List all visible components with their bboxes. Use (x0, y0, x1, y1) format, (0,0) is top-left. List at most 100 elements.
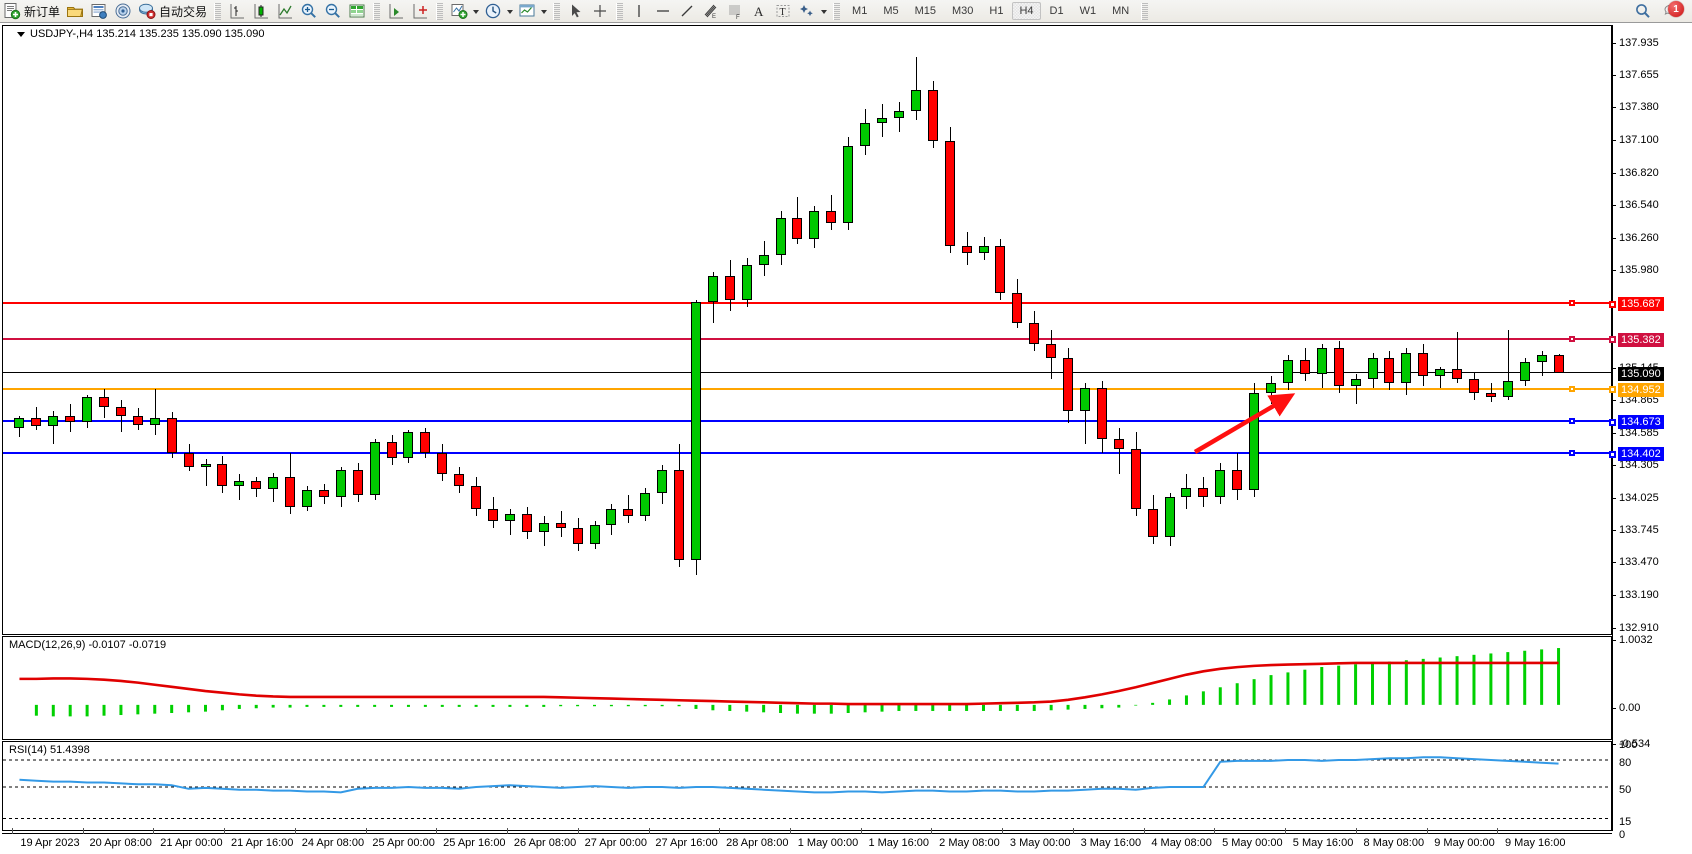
chart-area[interactable]: USDJPY-,H4 135.214 135.235 135.090 135.0… (0, 23, 1692, 853)
clock-icon (484, 2, 502, 20)
price-pane[interactable]: USDJPY-,H4 135.214 135.235 135.090 135.0… (2, 25, 1612, 635)
candle-body (674, 470, 684, 561)
level-line-resistance-1[interactable] (3, 302, 1612, 304)
price-level-handle-support-2[interactable] (1609, 451, 1616, 458)
templates-dropdown-caret[interactable] (541, 10, 547, 14)
toolbar-separator (436, 3, 443, 20)
price-tick (1612, 530, 1616, 531)
equidistant-channel-button[interactable]: E (699, 1, 723, 22)
price-level-tag-resistance-1[interactable]: 135.687 (1618, 297, 1664, 311)
indicators-button[interactable] (447, 1, 471, 22)
candle-body (370, 442, 380, 496)
arrows-dropdown-caret[interactable] (821, 10, 827, 14)
level-anchor-support-2[interactable] (1569, 450, 1575, 456)
timeframe-h4[interactable]: H4 (1012, 2, 1040, 20)
level-line-support-2[interactable] (3, 452, 1612, 454)
price-level-handle-support-1[interactable] (1609, 419, 1616, 426)
timeframe-w1[interactable]: W1 (1073, 2, 1104, 20)
text-button[interactable]: A (747, 1, 771, 22)
time-tick (649, 828, 650, 834)
bar-chart-button[interactable] (225, 1, 249, 22)
candle-body (522, 514, 532, 533)
level-anchor-support-1[interactable] (1569, 418, 1575, 424)
price-level-handle-resistance-1[interactable] (1609, 301, 1616, 308)
rsi-plot (3, 742, 1611, 830)
level-anchor-resistance-2[interactable] (1569, 336, 1575, 342)
candle-chart-button[interactable] (249, 1, 273, 22)
price-level-tag-support-2[interactable]: 134.402 (1618, 447, 1664, 461)
time-tick-label: 21 Apr 00:00 (160, 837, 222, 849)
level-line-resistance-2[interactable] (3, 338, 1612, 340)
price-axis-line (1612, 25, 1613, 831)
candle-body (725, 276, 735, 299)
new-order-button[interactable]: 新订单 (0, 1, 63, 22)
macd-pane[interactable]: MACD(12,26,9) -0.0107 -0.0719 (2, 636, 1612, 740)
price-plot[interactable] (3, 26, 1611, 634)
timeframe-d1[interactable]: D1 (1043, 2, 1071, 20)
timeframe-m30[interactable]: M30 (945, 2, 980, 20)
price-level-handle-pivot[interactable] (1609, 386, 1616, 393)
toolbar-separator (833, 3, 840, 20)
time-tick-label: 27 Apr 16:00 (655, 837, 717, 849)
time-axis[interactable]: 19 Apr 2023 20 Apr 08:00 21 Apr 00:00 21 Ap… (2, 833, 1612, 854)
timeframe-m15[interactable]: M15 (908, 2, 943, 20)
candle-body (1469, 379, 1479, 393)
shift-end-button[interactable] (384, 1, 408, 22)
crosshair-tool-button[interactable] (588, 1, 612, 22)
arrows-button[interactable] (795, 1, 819, 22)
candle-body (1334, 348, 1344, 385)
timeframe-h1[interactable]: H1 (982, 2, 1010, 20)
horizontal-line-button[interactable] (651, 1, 675, 22)
trendline-button[interactable] (675, 1, 699, 22)
indicators-dropdown-caret[interactable] (473, 10, 479, 14)
rsi-pane[interactable]: RSI(14) 51.4398 (2, 741, 1612, 831)
text-label-button[interactable]: T (771, 1, 795, 22)
price-level-tag-pivot[interactable]: 134.952 (1618, 383, 1664, 397)
candle-body (31, 418, 41, 426)
time-tick-label: 9 May 16:00 (1505, 837, 1566, 849)
price-axis[interactable]: 137.935 137.655 137.380 137.100 136.820 136.5… (1612, 25, 1692, 831)
level-anchor-resistance-1[interactable] (1569, 300, 1575, 306)
timeframe-mn[interactable]: MN (1105, 2, 1136, 20)
navigator-button[interactable] (111, 1, 135, 22)
zoom-in-button[interactable] (297, 1, 321, 22)
autotrade-button[interactable]: 自动交易 (135, 1, 210, 22)
fibonacci-icon: F (726, 2, 744, 20)
market-watch-button[interactable] (87, 1, 111, 22)
search-icon[interactable] (1634, 2, 1652, 20)
templates-button[interactable] (515, 1, 539, 22)
price-level-tag-current-price[interactable]: 135.090 (1618, 367, 1664, 381)
price-tick (1612, 595, 1616, 596)
zoom-out-button[interactable] (321, 1, 345, 22)
price-level-handle-resistance-2[interactable] (1609, 336, 1616, 343)
time-tick-label: 4 May 08:00 (1151, 837, 1212, 849)
level-line-pivot[interactable] (3, 388, 1612, 390)
new-order-icon (3, 2, 21, 20)
level-line-support-1[interactable] (3, 420, 1612, 422)
price-level-tag-resistance-2[interactable]: 135.382 (1618, 333, 1664, 347)
candle-body (843, 146, 853, 223)
symbol-dropdown-caret[interactable] (17, 32, 25, 37)
market-watch-icon (90, 2, 108, 20)
time-tick (366, 828, 367, 834)
price-level-tag-support-1[interactable]: 134.673 (1618, 415, 1664, 429)
period-dropdown-caret[interactable] (507, 10, 513, 14)
auto-scroll-button[interactable] (408, 1, 432, 22)
cursor-tool-button[interactable] (564, 1, 588, 22)
timeframe-m5[interactable]: M5 (876, 2, 905, 20)
candle-body (82, 397, 92, 421)
timeframe-m1[interactable]: M1 (845, 2, 874, 20)
notifications-button[interactable]: 1 (1662, 2, 1682, 20)
period-button[interactable] (481, 1, 505, 22)
data-window-button[interactable] (345, 1, 369, 22)
line-chart-button[interactable] (273, 1, 297, 22)
level-anchor-pivot[interactable] (1569, 386, 1575, 392)
price-tick (1612, 368, 1616, 369)
vertical-line-button[interactable] (627, 1, 651, 22)
template-icon (518, 2, 536, 20)
fibonacci-button[interactable]: F (723, 1, 747, 22)
folder-button[interactable] (63, 1, 87, 22)
candle-body (505, 514, 515, 521)
candle-body (268, 477, 278, 490)
crosshair-icon (591, 2, 609, 20)
